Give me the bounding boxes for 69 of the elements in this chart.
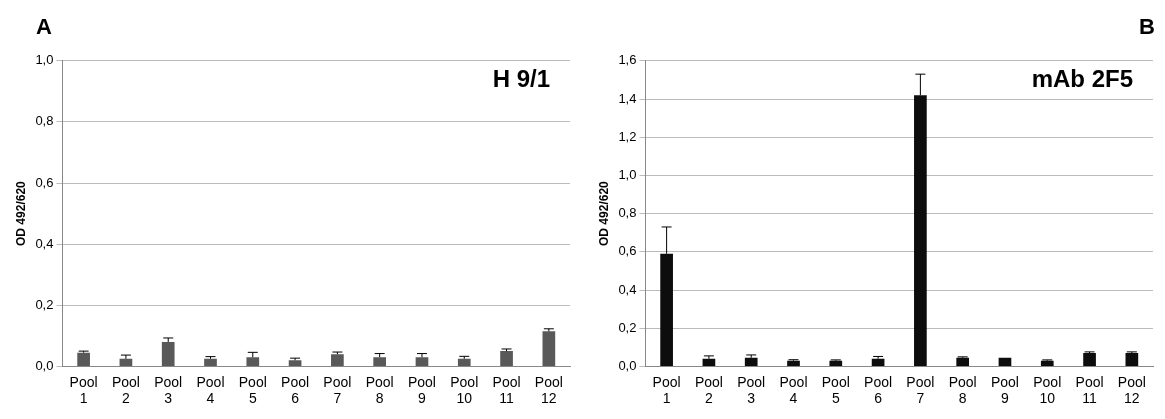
bar [1083,353,1096,366]
x-tick-label: Pool 7 [906,373,935,407]
y-tick-label: 1,0 [618,166,637,182]
x-tick-label: Pool 1 [69,373,98,407]
y-tick-label: 0,4 [35,235,54,251]
x-tick-label: Pool 11 [492,373,521,407]
bar [660,253,673,366]
y-tick-label: 0,0 [618,357,637,373]
x-tick-label: Pool 9 [990,373,1019,407]
y-tick-label: 1,6 [618,52,637,68]
x-tick-label: Pool 10 [450,373,479,407]
y-axis-title: OD 492/620 [596,180,611,246]
bar [415,357,429,366]
x-tick-label: Pool 12 [534,373,563,407]
x-tick-label: Pool 12 [1117,373,1146,407]
bar [77,352,90,366]
bar [161,341,175,366]
y-tick-label: 1,2 [618,128,637,144]
bar [288,360,302,366]
x-tick-label: Pool 11 [1075,373,1104,407]
y-tick-label: 0,6 [35,174,54,190]
bar [998,357,1012,366]
bar [787,360,800,366]
y-tick-label: 0,6 [618,243,637,259]
x-tick-label: Pool 6 [281,373,310,407]
x-tick-label: Pool 3 [154,373,183,407]
bar [204,358,217,366]
bar [744,357,758,366]
bar [829,360,843,366]
annotation: H 9/1 [492,65,550,93]
y-tick-label: 0,0 [35,357,54,373]
y-tick-label: 0,2 [35,296,54,312]
bar [702,358,716,366]
x-tick-label: Pool 10 [1033,373,1062,407]
bar [246,357,260,366]
bar [1040,360,1054,366]
bar [914,95,927,366]
y-tick-label: 0,8 [35,113,54,129]
bar [119,358,133,366]
bar [331,354,344,366]
x-tick-label: Pool 6 [864,373,893,407]
x-tick-label: Pool 1 [652,373,681,407]
x-tick-label: Pool 4 [779,373,808,407]
y-tick-label: 1,0 [35,52,54,68]
x-tick-label: Pool 2 [694,373,723,407]
x-tick-label: Pool 3 [737,373,766,407]
annotation: mAb 2F5 [1031,65,1133,93]
bar [871,358,885,366]
x-tick-label: Pool 7 [323,373,352,407]
chart-title: B [1139,14,1155,40]
y-tick-label: 1,4 [618,90,637,106]
x-tick-label: Pool 5 [821,373,850,407]
x-tick-label: Pool 8 [948,373,977,407]
y-tick-label: 0,4 [618,281,637,297]
chart-title: A [36,14,52,40]
x-tick-label: Pool 2 [111,373,140,407]
bar [542,331,556,366]
bar [500,351,513,366]
y-axis-title: OD 492/620 [13,180,28,246]
x-tick-label: Pool 5 [238,373,267,407]
x-tick-label: Pool 9 [407,373,436,407]
x-tick-label: Pool 8 [365,373,394,407]
bar [457,358,471,366]
y-tick-label: 0,8 [618,205,637,221]
y-tick-label: 0,2 [618,319,637,335]
bar [956,357,970,366]
bar [1125,353,1139,366]
x-tick-label: Pool 4 [196,373,225,407]
bar [373,357,387,366]
